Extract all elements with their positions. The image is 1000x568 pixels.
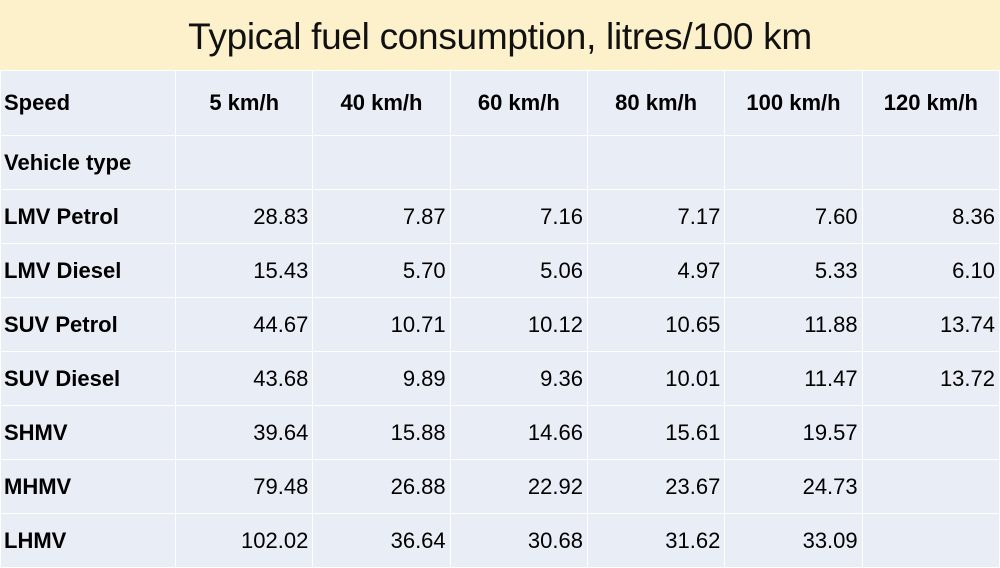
fuel-table: Speed 5 km/h 40 km/h 60 km/h 80 km/h 100 km/h… xyxy=(0,70,1000,568)
value-cell: 11.47 xyxy=(724,351,863,406)
value-cell: 23.67 xyxy=(586,459,726,514)
value-cell: 10.71 xyxy=(312,297,451,352)
value-cell: 9.36 xyxy=(449,351,588,406)
data-row: LMV Diesel 15.43 5.70 5.06 4.97 5.33 6.10 xyxy=(0,243,1000,298)
empty-cell xyxy=(861,405,1000,460)
value-cell: 13.72 xyxy=(861,351,1000,406)
value-cell: 10.01 xyxy=(586,351,726,406)
value-cell: 7.16 xyxy=(449,189,588,244)
value-cell: 5.06 xyxy=(449,243,588,298)
empty-cell xyxy=(861,135,1000,190)
data-row: SUV Diesel 43.68 9.89 9.36 10.01 11.47 13.72 xyxy=(0,351,1000,406)
title: Typical fuel consumption, litres/100 km xyxy=(0,0,1000,70)
value-cell: 8.36 xyxy=(861,189,1000,244)
value-cell: 5.33 xyxy=(724,243,863,298)
empty-cell xyxy=(586,135,726,190)
header-row: Speed 5 km/h 40 km/h 60 km/h 80 km/h 100 km/h… xyxy=(0,70,1000,136)
subheader-row: Vehicle type xyxy=(0,135,1000,190)
header-cell: 120 km/h xyxy=(861,70,1000,136)
data-row: LHMV 102.02 36.64 30.68 31.62 33.09 xyxy=(0,513,1000,568)
value-cell: 39.64 xyxy=(174,405,314,460)
row-label: SUV Diesel xyxy=(0,351,176,406)
value-cell: 6.10 xyxy=(861,243,1000,298)
subheader-cell: Vehicle type xyxy=(0,135,176,190)
header-cell: 5 km/h xyxy=(174,70,314,136)
empty-cell xyxy=(861,513,1000,568)
value-cell: 33.09 xyxy=(724,513,863,568)
value-cell: 30.68 xyxy=(449,513,588,568)
row-label: SUV Petrol xyxy=(0,297,176,352)
value-cell: 13.74 xyxy=(861,297,1000,352)
header-cell: 60 km/h xyxy=(449,70,588,136)
value-cell: 28.83 xyxy=(174,189,314,244)
value-cell: 43.68 xyxy=(174,351,314,406)
value-cell: 10.12 xyxy=(449,297,588,352)
value-cell: 14.66 xyxy=(449,405,588,460)
header-cell: 40 km/h xyxy=(312,70,451,136)
value-cell: 10.65 xyxy=(586,297,726,352)
value-cell: 24.73 xyxy=(724,459,863,514)
header-cell: 100 km/h xyxy=(724,70,863,136)
value-cell: 9.89 xyxy=(312,351,451,406)
value-cell: 19.57 xyxy=(724,405,863,460)
empty-cell xyxy=(861,459,1000,514)
value-cell: 15.43 xyxy=(174,243,314,298)
value-cell: 15.88 xyxy=(312,405,451,460)
data-row: SHMV 39.64 15.88 14.66 15.61 19.57 xyxy=(0,405,1000,460)
data-row: MHMV 79.48 26.88 22.92 23.67 24.73 xyxy=(0,459,1000,514)
value-cell: 7.87 xyxy=(312,189,451,244)
value-cell: 26.88 xyxy=(312,459,451,514)
value-cell: 22.92 xyxy=(449,459,588,514)
value-cell: 102.02 xyxy=(174,513,314,568)
empty-cell xyxy=(312,135,451,190)
value-cell: 5.70 xyxy=(312,243,451,298)
empty-cell xyxy=(174,135,314,190)
row-label: SHMV xyxy=(0,405,176,460)
value-cell: 4.97 xyxy=(586,243,726,298)
empty-cell xyxy=(449,135,588,190)
value-cell: 44.67 xyxy=(174,297,314,352)
header-cell: 80 km/h xyxy=(586,70,726,136)
empty-cell xyxy=(724,135,863,190)
value-cell: 36.64 xyxy=(312,513,451,568)
data-row: LMV Petrol 28.83 7.87 7.16 7.17 7.60 8.36 xyxy=(0,189,1000,244)
row-label: LMV Diesel xyxy=(0,243,176,298)
header-cell: Speed xyxy=(0,70,176,136)
row-label: LMV Petrol xyxy=(0,189,176,244)
value-cell: 11.88 xyxy=(724,297,863,352)
value-cell: 31.62 xyxy=(586,513,726,568)
value-cell: 79.48 xyxy=(174,459,314,514)
row-label: LHMV xyxy=(0,513,176,568)
row-label: MHMV xyxy=(0,459,176,514)
value-cell: 7.17 xyxy=(586,189,726,244)
value-cell: 15.61 xyxy=(586,405,726,460)
value-cell: 7.60 xyxy=(724,189,863,244)
data-row: SUV Petrol 44.67 10.71 10.12 10.65 11.88 13.74 xyxy=(0,297,1000,352)
